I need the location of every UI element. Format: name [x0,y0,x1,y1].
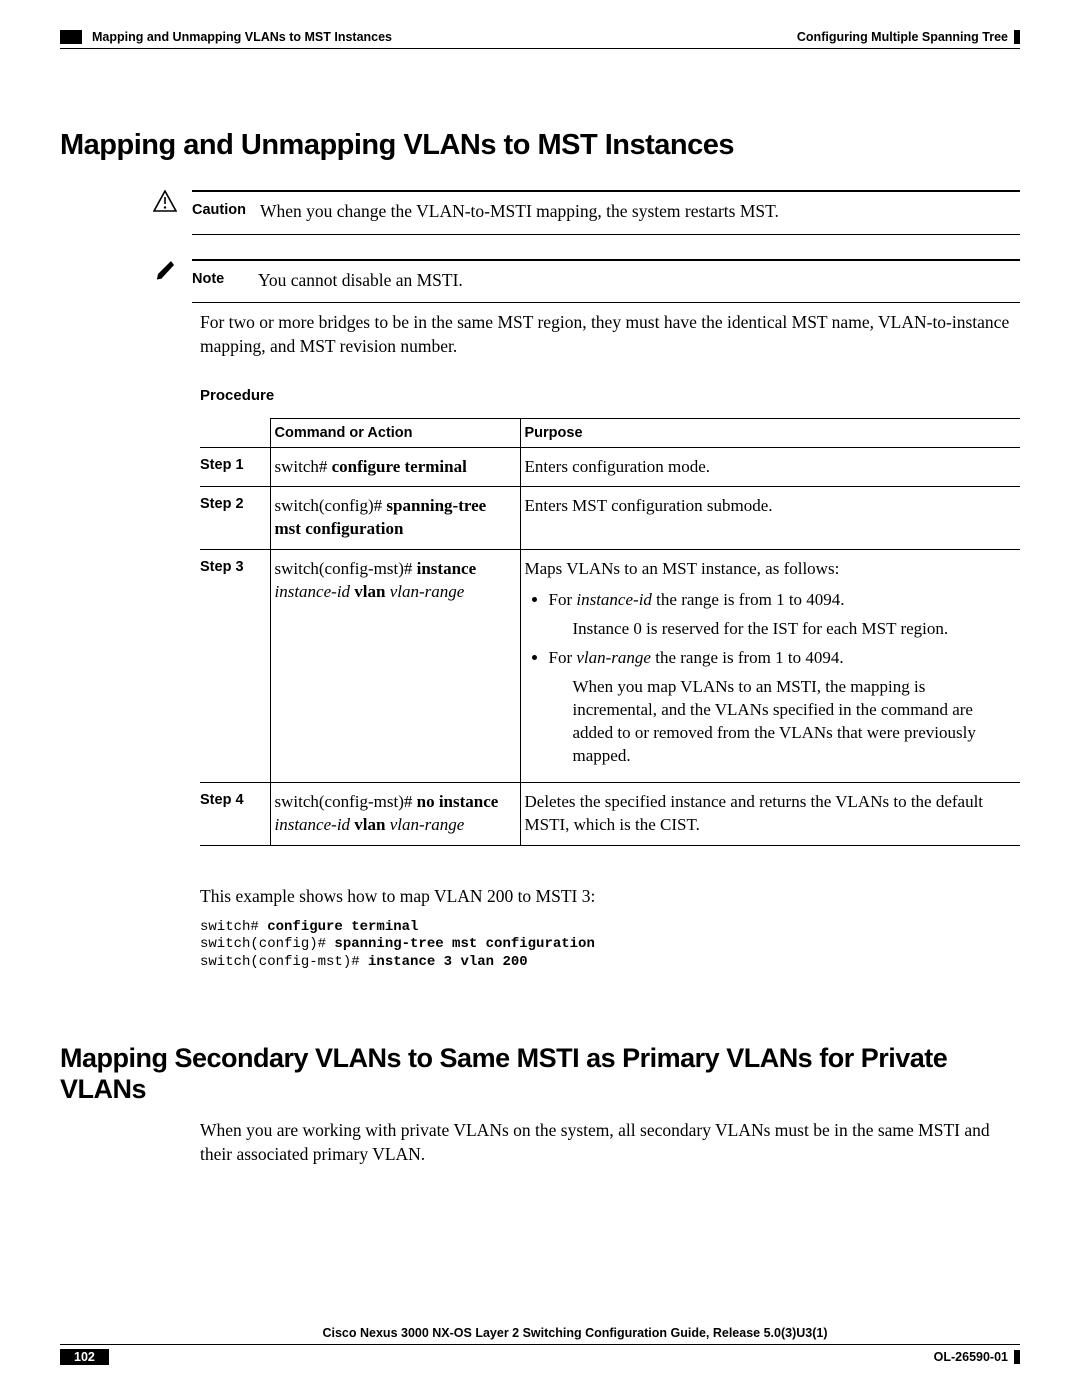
intro-paragraph: For two or more bridges to be in the sam… [200,311,1020,358]
table-row: Step 3 switch(config-mst)# instance inst… [200,550,1020,783]
page-title: Mapping and Unmapping VLANs to MST Insta… [60,129,1020,162]
page-number: 102 [60,1349,109,1365]
caution-label: Caution [192,200,246,224]
example-intro: This example shows how to map VLAN 200 t… [200,886,1020,907]
purpose-cell: Deletes the specified instance and retur… [520,782,1020,845]
section-title-2: Mapping Secondary VLANs to Same MSTI as … [60,1043,1020,1105]
command-cell: switch# configure terminal [270,447,520,487]
header-left: Mapping and Unmapping VLANs to MST Insta… [60,30,392,44]
code-example: switch# configure terminal switch(config… [200,919,1020,972]
header-right: Configuring Multiple Spanning Tree [797,30,1020,44]
purpose-cell: Enters MST configuration submode. [520,487,1020,550]
page-footer: Cisco Nexus 3000 NX-OS Layer 2 Switching… [60,1326,1020,1365]
section2-paragraph: When you are working with private VLANs … [200,1119,1020,1166]
purpose-cell: Enters configuration mode. [520,447,1020,487]
purpose-cell: Maps VLANs to an MST instance, as follow… [520,550,1020,783]
command-cell: switch(config-mst)# instance instance-id… [270,550,520,783]
procedure-table: Command or Action Purpose Step 1 switch#… [200,418,1020,846]
header-rule [60,48,1020,49]
note-label: Note [192,269,244,293]
header-left-marker [60,30,82,44]
footer-right-marker [1014,1350,1020,1364]
header-right-marker [1014,30,1020,44]
running-header: Mapping and Unmapping VLANs to MST Insta… [60,30,1020,44]
step-cell: Step 4 [200,782,270,845]
table-row: Step 4 switch(config-mst)# no instance i… [200,782,1020,845]
command-cell: switch(config)# spanning-tree mst config… [270,487,520,550]
caution-block: Caution When you change the VLAN-to-MSTI… [152,190,1020,235]
procedure-heading: Procedure [200,387,1020,404]
step-cell: Step 1 [200,447,270,487]
table-row: Step 2 switch(config)# spanning-tree mst… [200,487,1020,550]
header-section-title: Mapping and Unmapping VLANs to MST Insta… [92,30,392,44]
col-command: Command or Action [270,418,520,447]
header-chapter-title: Configuring Multiple Spanning Tree [797,30,1008,44]
command-cell: switch(config-mst)# no instance instance… [270,782,520,845]
caution-icon [152,190,178,218]
caution-text: When you change the VLAN-to-MSTI mapping… [260,200,779,224]
footer-book-title: Cisco Nexus 3000 NX-OS Layer 2 Switching… [130,1326,1020,1340]
list-item: For vlan-range the range is from 1 to 40… [549,647,1013,768]
table-row: Step 1 switch# configure terminal Enters… [200,447,1020,487]
list-item: For instance-id the range is from 1 to 4… [549,589,1013,641]
note-text: You cannot disable an MSTI. [258,269,463,293]
note-icon [152,259,178,287]
col-purpose: Purpose [520,418,1020,447]
step-cell: Step 2 [200,487,270,550]
note-block: Note You cannot disable an MSTI. [152,259,1020,304]
doc-id: OL-26590-01 [934,1350,1008,1364]
col-step [200,418,270,447]
step-cell: Step 3 [200,550,270,783]
